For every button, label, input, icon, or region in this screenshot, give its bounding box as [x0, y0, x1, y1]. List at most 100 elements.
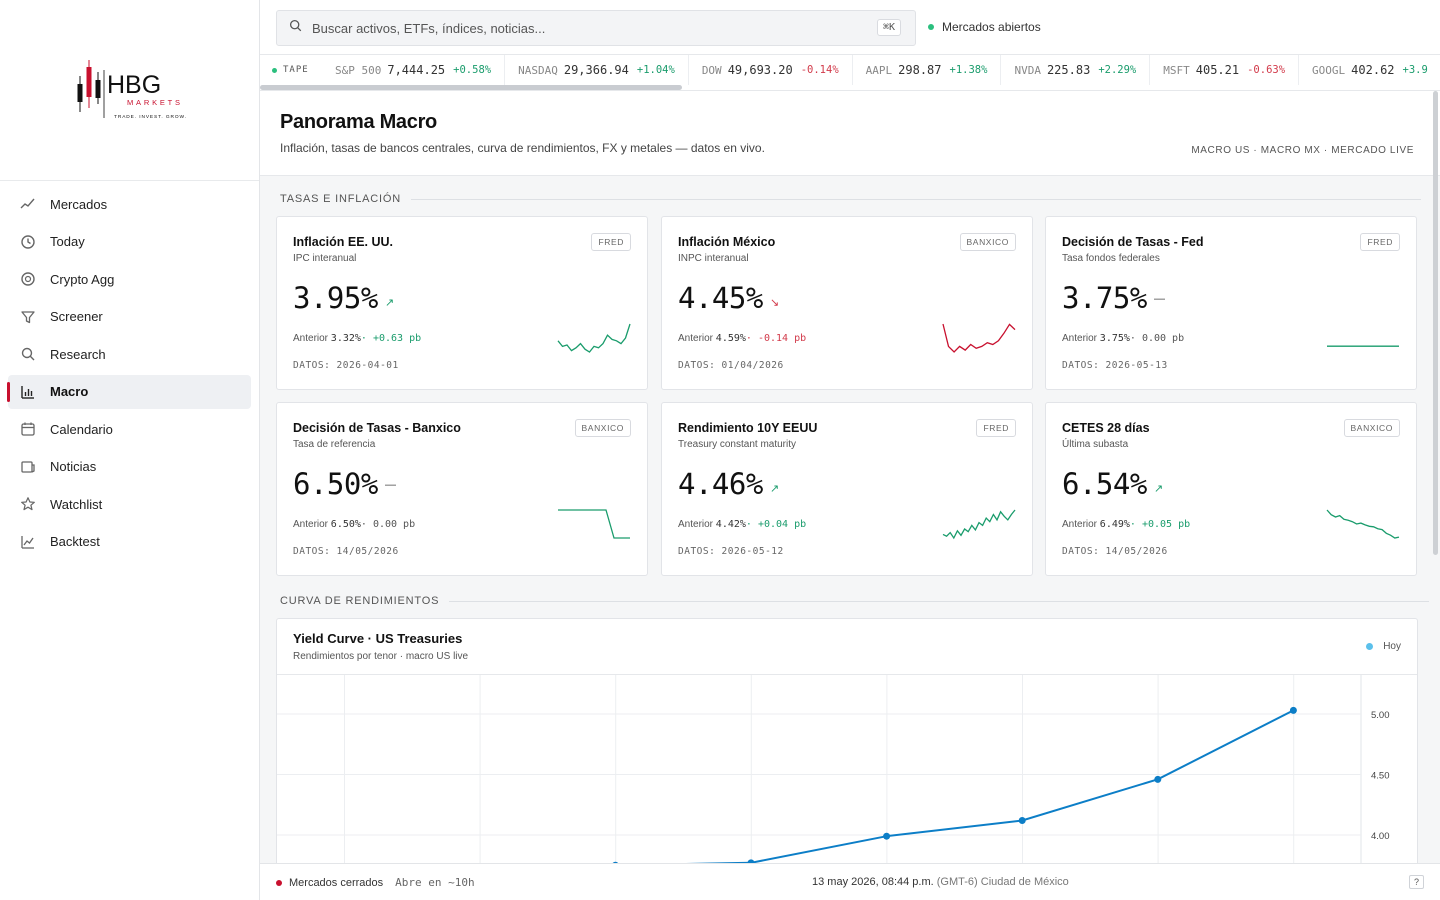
- ticker-change: +0.58%: [453, 64, 492, 76]
- indicator-card[interactable]: CETES 28 días Última subasta BANXICO 6.54% ↗…: [1045, 402, 1417, 576]
- card-subtitle: IPC interanual: [293, 253, 357, 264]
- ticker-item[interactable]: MSFT 405.21 -0.63%: [1150, 55, 1300, 85]
- main-scrollbar[interactable]: [1433, 91, 1438, 555]
- sidebar: HBG MARKETS TRADE. INVEST. GROW. Mercado…: [0, 0, 260, 900]
- ticker-item[interactable]: DOW 49,693.20 -0.14%: [689, 55, 853, 85]
- ticker-change: +3.9: [1402, 64, 1428, 76]
- ticker-symbol: NVDA: [1014, 63, 1041, 77]
- sparkline-path: [557, 323, 631, 353]
- previous-value: Anterior 6.50%· 0.00 pb: [293, 519, 415, 530]
- page-title: Panorama Macro: [280, 111, 437, 133]
- sparkline-path: [942, 323, 1016, 353]
- clock-time: 13 may 2026, 08:44 p.m.: [812, 876, 934, 888]
- sidebar-item-noticias[interactable]: Noticias: [8, 450, 251, 484]
- previous-value: Anterior 3.32%· +0.63 pb: [293, 333, 421, 344]
- page-subtitle: Inflación, tasas de bancos centrales, cu…: [280, 141, 765, 155]
- clock-icon: [20, 234, 36, 250]
- card-value: 4.45%: [678, 281, 763, 315]
- chart-legend[interactable]: Hoy: [1366, 641, 1401, 652]
- sidebar-item-watchlist[interactable]: Watchlist: [8, 487, 251, 521]
- search-box[interactable]: ⌘K: [276, 10, 916, 46]
- sidebar-item-calendario[interactable]: Calendario: [8, 412, 251, 446]
- chart-title: Yield Curve · US Treasuries: [293, 631, 463, 646]
- sparkline-path: [558, 509, 630, 539]
- sidebar-item-backtest[interactable]: Backtest: [8, 525, 251, 559]
- ticker-symbol: GOOGL: [1312, 63, 1346, 77]
- source-badge: FRED: [976, 419, 1016, 437]
- svg-text:HBG: HBG: [107, 71, 161, 99]
- data-date: DATOS: 01/04/2026: [678, 360, 784, 371]
- sidebar-item-macro[interactable]: Macro: [7, 374, 251, 409]
- indicator-card[interactable]: Inflación EE. UU. IPC interanual FRED 3.95%…: [276, 216, 648, 390]
- y-tick-label: 4.50: [1371, 771, 1390, 782]
- live-dot-icon: [272, 67, 277, 73]
- coin-icon: [20, 271, 36, 287]
- chart-subtitle: Rendimientos por tenor · macro US live: [293, 651, 469, 662]
- data-point[interactable]: [612, 861, 619, 863]
- delta-value: · 0.00 pb: [360, 519, 416, 530]
- indicator-card[interactable]: Rendimiento 10Y EEUU Treasury constant ma…: [661, 402, 1033, 576]
- search-input[interactable]: [312, 20, 852, 36]
- clock-timezone: (GMT-6) Ciudad de México: [936, 876, 1069, 888]
- data-point[interactable]: [1018, 816, 1026, 824]
- ticker-item[interactable]: NVDA 225.83 +2.29%: [1001, 55, 1151, 85]
- ticker-scrollbar[interactable]: [260, 85, 682, 90]
- tape-label: TAPE: [272, 65, 309, 75]
- card-title: Decisión de Tasas - Banxico: [293, 421, 461, 435]
- ticker-change: -0.14%: [800, 64, 839, 76]
- data-point[interactable]: [1289, 706, 1297, 714]
- yield-curve-chart[interactable]: 4.00 4.50 5.00: [277, 675, 1418, 863]
- section-curve-text: CURVA DE RENDIMIENTOS: [280, 595, 440, 607]
- card-title: Inflación México: [678, 235, 776, 249]
- sparkline: [1326, 509, 1400, 539]
- sparkline: [1327, 345, 1399, 347]
- ticker-change: -0.63%: [1247, 64, 1286, 76]
- data-point[interactable]: [883, 832, 891, 840]
- card-subtitle: Tasa de referencia: [293, 439, 376, 450]
- data-point[interactable]: [1154, 775, 1162, 783]
- star-icon: [20, 496, 36, 512]
- source-badge: FRED: [591, 233, 631, 251]
- page-tags: MACRO US · MACRO MX · MERCADO LIVE: [1191, 145, 1414, 156]
- topbar: ⌘K Mercados abiertos: [260, 0, 1440, 55]
- indicator-card[interactable]: Decisión de Tasas - Banxico Tasa de refer…: [276, 402, 648, 576]
- y-tick-label: 5.00: [1371, 710, 1390, 721]
- ticker-item[interactable]: GOOGL 402.62 +3.9: [1299, 55, 1440, 85]
- previous-label: Anterior: [293, 333, 329, 344]
- ticker-symbol: MSFT: [1163, 63, 1190, 77]
- card-subtitle: Tasa fondos federales: [1062, 253, 1160, 264]
- delta-value: · 0.00 pb: [1129, 333, 1185, 344]
- sidebar-item-today[interactable]: Today: [8, 225, 251, 259]
- sidebar-item-screener[interactable]: Screener: [8, 300, 251, 334]
- closed-label: Mercados cerrados: [289, 876, 384, 889]
- search-icon: [289, 19, 302, 37]
- indicator-card[interactable]: Inflación México INPC interanual BANXICO 4.…: [661, 216, 1033, 390]
- card-value: 6.54%: [1062, 467, 1147, 501]
- ticker-item[interactable]: AAPL 298.87 +1.38%: [853, 55, 1002, 85]
- previous-number: 6.49%: [1099, 519, 1130, 530]
- svg-text:MARKETS: MARKETS: [127, 98, 183, 107]
- ticker-price: 49,693.20: [727, 63, 793, 77]
- sidebar-item-crypto-agg[interactable]: Crypto Agg: [8, 262, 251, 296]
- help-button[interactable]: ?: [1409, 875, 1424, 889]
- sidebar-item-mercados[interactable]: Mercados: [8, 187, 251, 221]
- series-line-hoy: [685, 709, 1294, 863]
- sidebar-item-research[interactable]: Research: [8, 337, 251, 371]
- section-rates-text: TASAS E INFLACIÓN: [280, 193, 401, 205]
- ticker-item[interactable]: NASDAQ 29,366.94 +1.04%: [505, 55, 689, 85]
- ticker-item[interactable]: S&P 500 7,444.25 +0.58%: [322, 55, 506, 85]
- bar-chart-icon: [20, 384, 36, 400]
- hbg-logo[interactable]: HBG MARKETS TRADE. INVEST. GROW.: [76, 60, 196, 122]
- delta-value: · +0.04 pb: [745, 519, 807, 530]
- ticker-price: 402.62: [1351, 63, 1395, 77]
- logo-area: HBG MARKETS TRADE. INVEST. GROW.: [0, 0, 259, 181]
- previous-label: Anterior: [678, 333, 714, 344]
- arrow-up-icon: ↗: [770, 483, 780, 495]
- sparkline: [558, 509, 630, 539]
- data-point[interactable]: [747, 859, 755, 863]
- data-date: DATOS: 14/05/2026: [293, 546, 399, 557]
- status-bar: Mercados cerrados Abre en ~10h 13 may 20…: [260, 863, 1440, 900]
- card-value: 3.75%: [1062, 281, 1147, 315]
- indicator-card[interactable]: Decisión de Tasas - Fed Tasa fondos feder…: [1045, 216, 1417, 390]
- legend-label: Hoy: [1383, 641, 1401, 652]
